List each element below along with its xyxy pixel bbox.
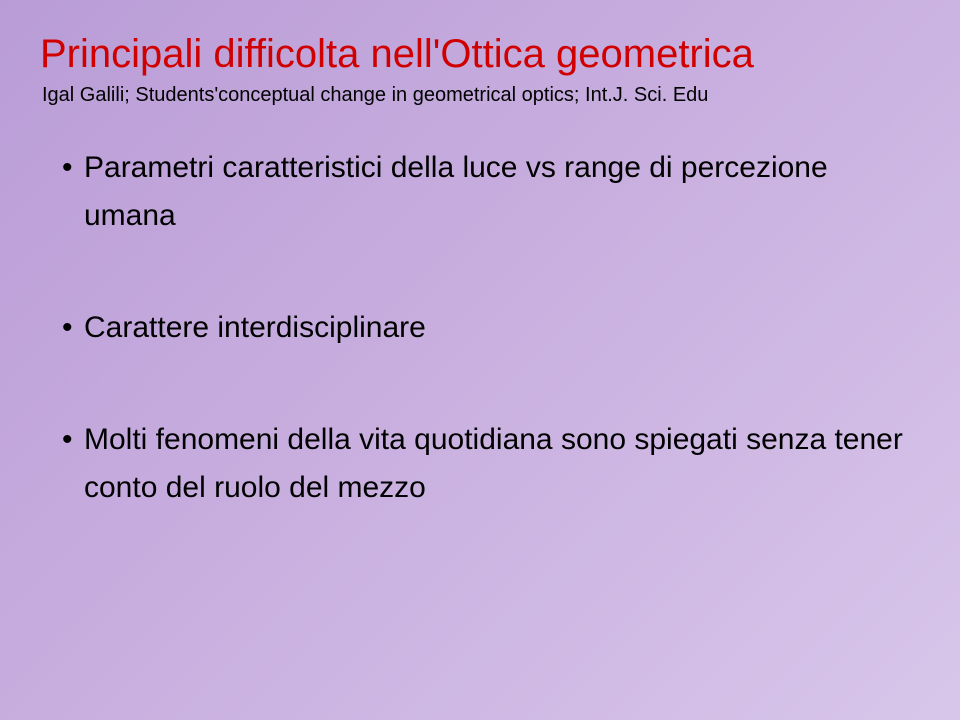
- bullet-item: Molti fenomeni della vita quotidiana son…: [62, 416, 920, 512]
- bullet-item: Parametri caratteristici della luce vs r…: [62, 144, 920, 240]
- bullet-item: Carattere interdisciplinare: [62, 304, 920, 352]
- slide-subtitle: Igal Galili; Students'conceptual change …: [42, 82, 920, 108]
- bullet-list: Parametri caratteristici della luce vs r…: [62, 144, 920, 512]
- slide-title: Principali difficolta nell'Ottica geomet…: [40, 32, 920, 76]
- bullet-text: Molti fenomeni della vita quotidiana son…: [84, 423, 903, 504]
- bullet-text: Parametri caratteristici della luce vs r…: [84, 151, 828, 232]
- bullet-text: Carattere interdisciplinare: [84, 311, 426, 344]
